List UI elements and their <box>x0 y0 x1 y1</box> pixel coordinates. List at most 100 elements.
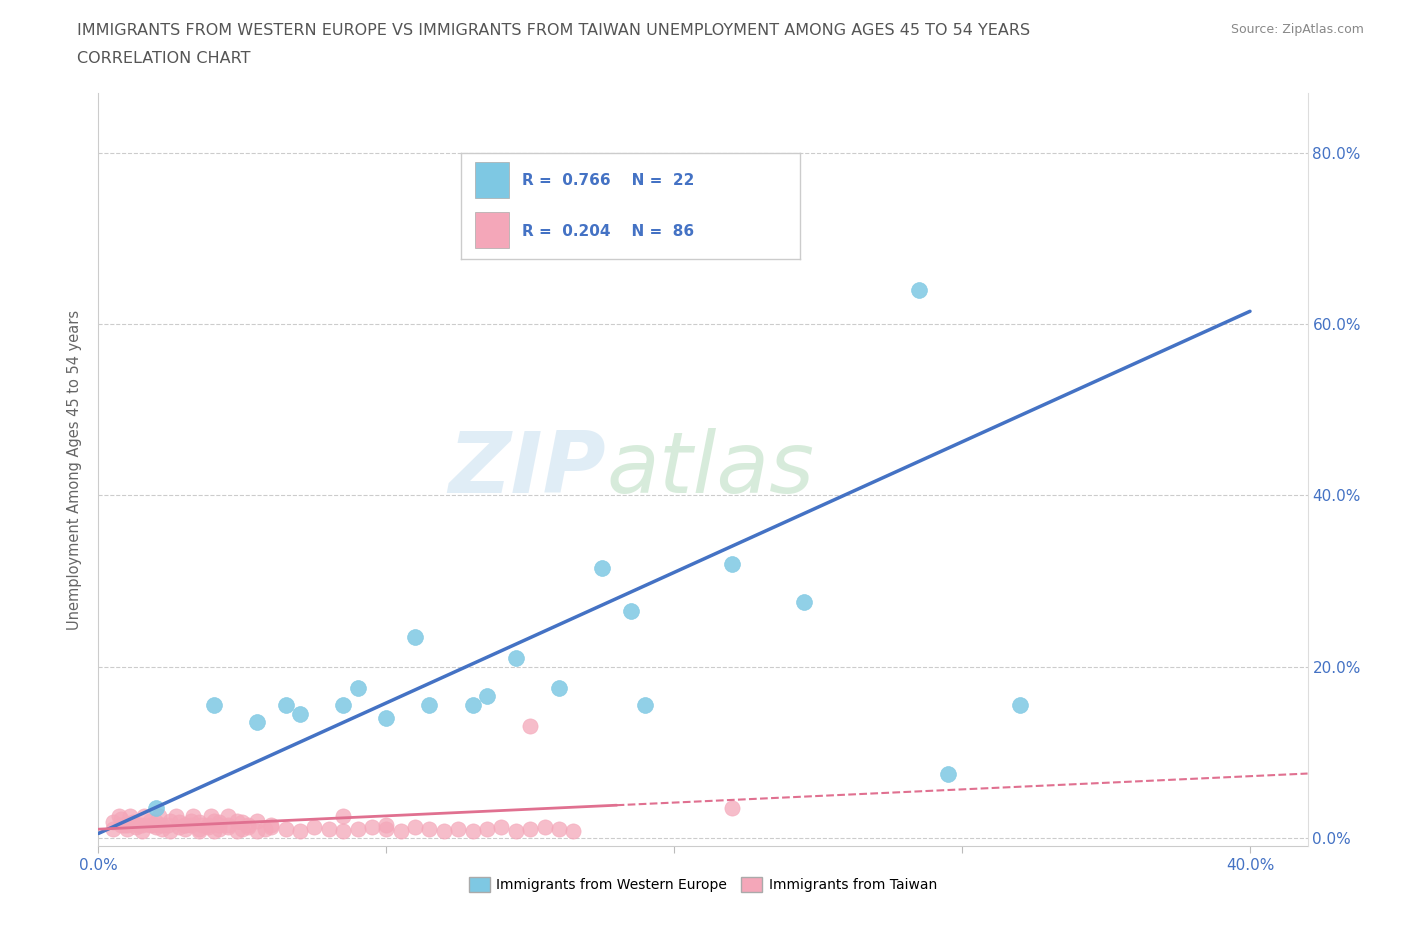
Point <box>145 820 167 835</box>
Point <box>180 817 202 832</box>
Point <box>115 817 138 832</box>
Point <box>202 813 225 828</box>
Point <box>375 822 398 837</box>
Point <box>1008 698 1031 712</box>
Point <box>620 604 643 618</box>
Point <box>404 820 426 835</box>
Point <box>908 283 931 298</box>
Point <box>332 823 354 838</box>
Point <box>167 820 190 835</box>
Point <box>246 813 269 828</box>
Point <box>150 817 173 832</box>
Point <box>217 820 239 835</box>
Point <box>202 698 225 712</box>
Point <box>217 809 239 824</box>
Point <box>188 822 211 837</box>
Point <box>375 711 398 725</box>
Point <box>142 817 165 832</box>
Point <box>591 561 613 576</box>
Point <box>793 595 815 610</box>
Point <box>318 822 340 837</box>
Point <box>418 698 440 712</box>
Point <box>148 809 170 824</box>
Point <box>225 813 247 828</box>
Point <box>433 823 456 838</box>
Point <box>274 698 297 712</box>
Point <box>461 698 484 712</box>
Point <box>188 823 211 838</box>
Point <box>475 689 498 704</box>
Point <box>260 820 283 835</box>
Point <box>173 817 195 832</box>
Point <box>720 556 742 571</box>
Point <box>197 820 219 835</box>
Point <box>533 820 555 835</box>
Point <box>110 817 132 832</box>
Point <box>159 823 181 838</box>
Legend: Immigrants from Western Europe, Immigrants from Taiwan: Immigrants from Western Europe, Immigran… <box>468 877 938 892</box>
Point <box>404 629 426 644</box>
Point <box>145 801 167 816</box>
Point <box>231 815 253 830</box>
Point <box>389 823 412 838</box>
Point <box>254 822 277 837</box>
Point <box>562 823 585 838</box>
Point <box>101 815 124 830</box>
Point <box>304 820 326 835</box>
Point <box>208 817 231 832</box>
Point <box>236 817 259 832</box>
Point <box>519 719 541 734</box>
Point <box>288 706 311 721</box>
Point <box>936 766 959 781</box>
Point <box>122 815 145 830</box>
Point <box>101 822 124 837</box>
Point <box>131 823 153 838</box>
Point <box>188 815 211 830</box>
Point <box>191 817 214 832</box>
Point <box>260 817 283 832</box>
Point <box>505 651 527 666</box>
Point <box>720 801 742 816</box>
Text: IMMIGRANTS FROM WESTERN EUROPE VS IMMIGRANTS FROM TAIWAN UNEMPLOYMENT AMONG AGES: IMMIGRANTS FROM WESTERN EUROPE VS IMMIGR… <box>77 23 1031 38</box>
Point <box>505 823 527 838</box>
Point <box>139 813 162 828</box>
Point <box>125 820 148 835</box>
Text: CORRELATION CHART: CORRELATION CHART <box>77 51 250 66</box>
Point <box>134 809 156 824</box>
Point <box>332 809 354 824</box>
Point <box>115 822 138 837</box>
Point <box>165 809 187 824</box>
Point <box>173 817 195 832</box>
Point <box>231 822 253 837</box>
Point <box>107 809 129 824</box>
Text: atlas: atlas <box>606 428 814 512</box>
Point <box>180 813 202 828</box>
Point <box>202 823 225 838</box>
Point <box>208 822 231 837</box>
Point <box>131 817 153 832</box>
Point <box>110 812 132 827</box>
Point <box>217 817 239 832</box>
Point <box>156 817 179 832</box>
Point <box>150 822 173 837</box>
Text: Source: ZipAtlas.com: Source: ZipAtlas.com <box>1230 23 1364 36</box>
Point <box>375 817 398 832</box>
Text: ZIP: ZIP <box>449 428 606 512</box>
Point <box>200 809 222 824</box>
Point <box>112 817 135 832</box>
Point <box>167 815 190 830</box>
Point <box>346 681 368 696</box>
Point <box>246 715 269 730</box>
Point <box>461 823 484 838</box>
Point <box>246 823 269 838</box>
Point <box>361 820 384 835</box>
Point <box>418 822 440 837</box>
Point <box>159 813 181 828</box>
Point <box>208 815 231 830</box>
Point <box>548 681 571 696</box>
Point <box>145 815 167 830</box>
Point <box>183 809 205 824</box>
Point <box>236 820 259 835</box>
Point <box>120 809 142 824</box>
Point <box>173 822 195 837</box>
